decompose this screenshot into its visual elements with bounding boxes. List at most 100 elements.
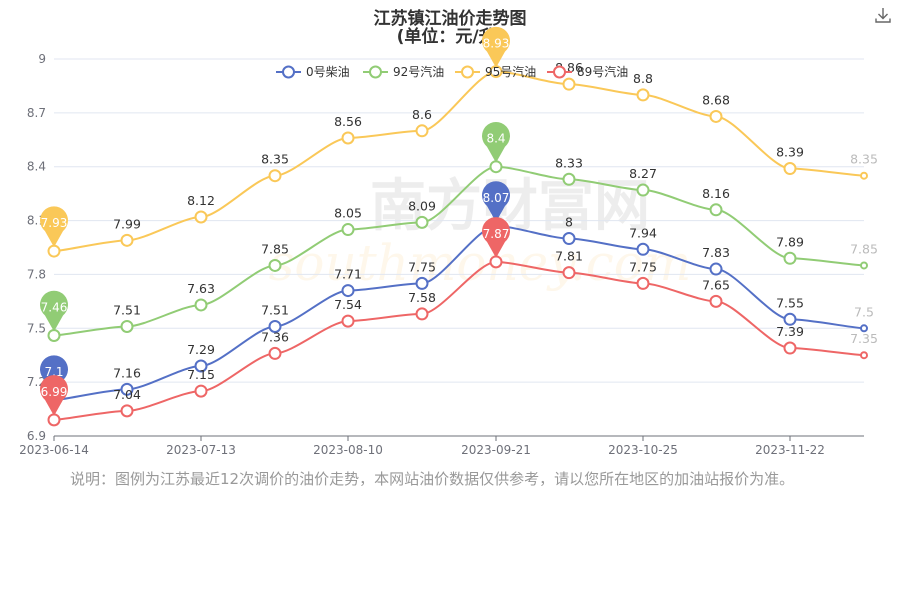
pin-label: 6.99 (41, 385, 68, 399)
marker-pin (482, 121, 510, 163)
data-label: 7.71 (334, 267, 362, 282)
data-label: 8.05 (334, 206, 362, 221)
chart-title: 江苏镇江油价走势图 (373, 9, 527, 29)
data-point[interactable] (783, 251, 797, 265)
legend-label[interactable]: 95号汽油 (485, 64, 536, 79)
data-label: 8.09 (408, 198, 436, 213)
data-point[interactable] (194, 210, 208, 224)
data-label: 7.04 (113, 387, 141, 402)
legend-label[interactable]: 89号汽油 (577, 64, 628, 79)
data-point[interactable] (268, 319, 282, 333)
data-point[interactable] (47, 244, 61, 258)
data-point[interactable] (415, 215, 429, 229)
legend-marker[interactable] (461, 65, 474, 79)
data-label: 7.63 (187, 281, 215, 296)
data-point[interactable] (636, 242, 650, 256)
pin-label: 7.1 (44, 365, 63, 379)
data-point[interactable] (562, 172, 576, 186)
watermark-en: southmoney.com (269, 234, 692, 292)
data-point[interactable] (120, 382, 134, 396)
data-label: 8.16 (702, 186, 730, 201)
data-point[interactable] (268, 346, 282, 360)
data-label: 8.33 (555, 155, 583, 170)
data-point[interactable] (709, 109, 723, 123)
marker-pin (40, 290, 68, 332)
data-point[interactable] (47, 328, 61, 342)
data-point[interactable] (562, 77, 576, 91)
marker-pin (482, 181, 510, 222)
data-label: 8.8 (633, 71, 653, 86)
data-label: 7.58 (408, 290, 436, 305)
data-point[interactable] (860, 324, 868, 333)
legend-marker[interactable] (282, 65, 295, 79)
data-label: 7.94 (629, 225, 657, 240)
data-point[interactable] (709, 294, 723, 308)
data-point[interactable] (415, 276, 429, 290)
data-point[interactable] (120, 233, 134, 247)
data-label: 7.29 (187, 342, 215, 357)
data-point[interactable] (341, 284, 355, 298)
legend-label[interactable]: 0号柴油 (306, 65, 350, 79)
data-label: 7.16 (113, 365, 141, 380)
data-point[interactable] (194, 384, 208, 398)
x-tick-label: 2023-07-13 (166, 443, 236, 457)
data-point[interactable] (783, 312, 797, 326)
data-point[interactable] (562, 232, 576, 246)
pin-label: 8.07 (483, 191, 510, 205)
data-point[interactable] (47, 413, 61, 427)
data-label: 7.89 (776, 234, 804, 249)
data-point[interactable] (783, 341, 797, 355)
data-label: 7.83 (702, 245, 730, 260)
data-label: 7.35 (850, 331, 878, 346)
data-label: 7.36 (261, 329, 289, 344)
data-point[interactable] (415, 124, 429, 138)
data-point[interactable] (120, 319, 134, 333)
x-tick-label: 2023-10-25 (608, 443, 678, 457)
y-tick-label: 8.7 (27, 106, 46, 120)
data-point[interactable] (341, 131, 355, 145)
pin-label: 8.93 (483, 37, 510, 51)
data-label: 7.81 (555, 249, 583, 264)
x-tick-label: 2023-11-22 (755, 443, 825, 457)
data-point[interactable] (268, 258, 282, 272)
y-tick-label: 9 (38, 52, 46, 66)
data-point[interactable] (636, 88, 650, 102)
data-point[interactable] (120, 404, 134, 418)
legend-marker[interactable] (553, 65, 566, 79)
data-point[interactable] (268, 169, 282, 183)
data-point[interactable] (489, 255, 503, 269)
marker-pin (482, 217, 511, 258)
data-point[interactable] (415, 307, 429, 321)
data-label: 8.56 (334, 114, 362, 129)
download-icon[interactable] (874, 6, 892, 24)
data-point[interactable] (860, 351, 868, 360)
data-point[interactable] (489, 160, 503, 174)
data-point[interactable] (860, 171, 868, 180)
data-point[interactable] (194, 298, 208, 312)
data-point[interactable] (783, 162, 797, 176)
data-point[interactable] (562, 266, 576, 280)
data-point[interactable] (709, 203, 723, 217)
data-label: 7.99 (113, 216, 141, 231)
data-label: 8.12 (187, 193, 215, 208)
data-point[interactable] (636, 276, 650, 290)
marker-pin (40, 375, 68, 416)
data-point[interactable] (860, 261, 868, 270)
data-point[interactable] (194, 359, 208, 373)
data-point[interactable] (636, 183, 650, 197)
legend-marker[interactable] (369, 65, 382, 79)
data-label: 7.55 (776, 295, 804, 310)
data-label: 8 (565, 215, 573, 230)
data-point[interactable] (341, 223, 355, 237)
data-label: 7.39 (776, 324, 804, 339)
data-label: 7.85 (850, 241, 878, 256)
pin-label: 8.4 (486, 132, 505, 146)
data-label: 8.27 (629, 166, 657, 181)
data-label: 8.35 (850, 152, 878, 167)
legend-label[interactable]: 92号汽油 (393, 64, 444, 79)
data-label: 7.15 (187, 367, 215, 382)
data-point[interactable] (341, 314, 355, 328)
data-label: 8.6 (412, 107, 432, 122)
data-point[interactable] (709, 262, 723, 276)
y-tick-label: 7.5 (27, 321, 46, 335)
